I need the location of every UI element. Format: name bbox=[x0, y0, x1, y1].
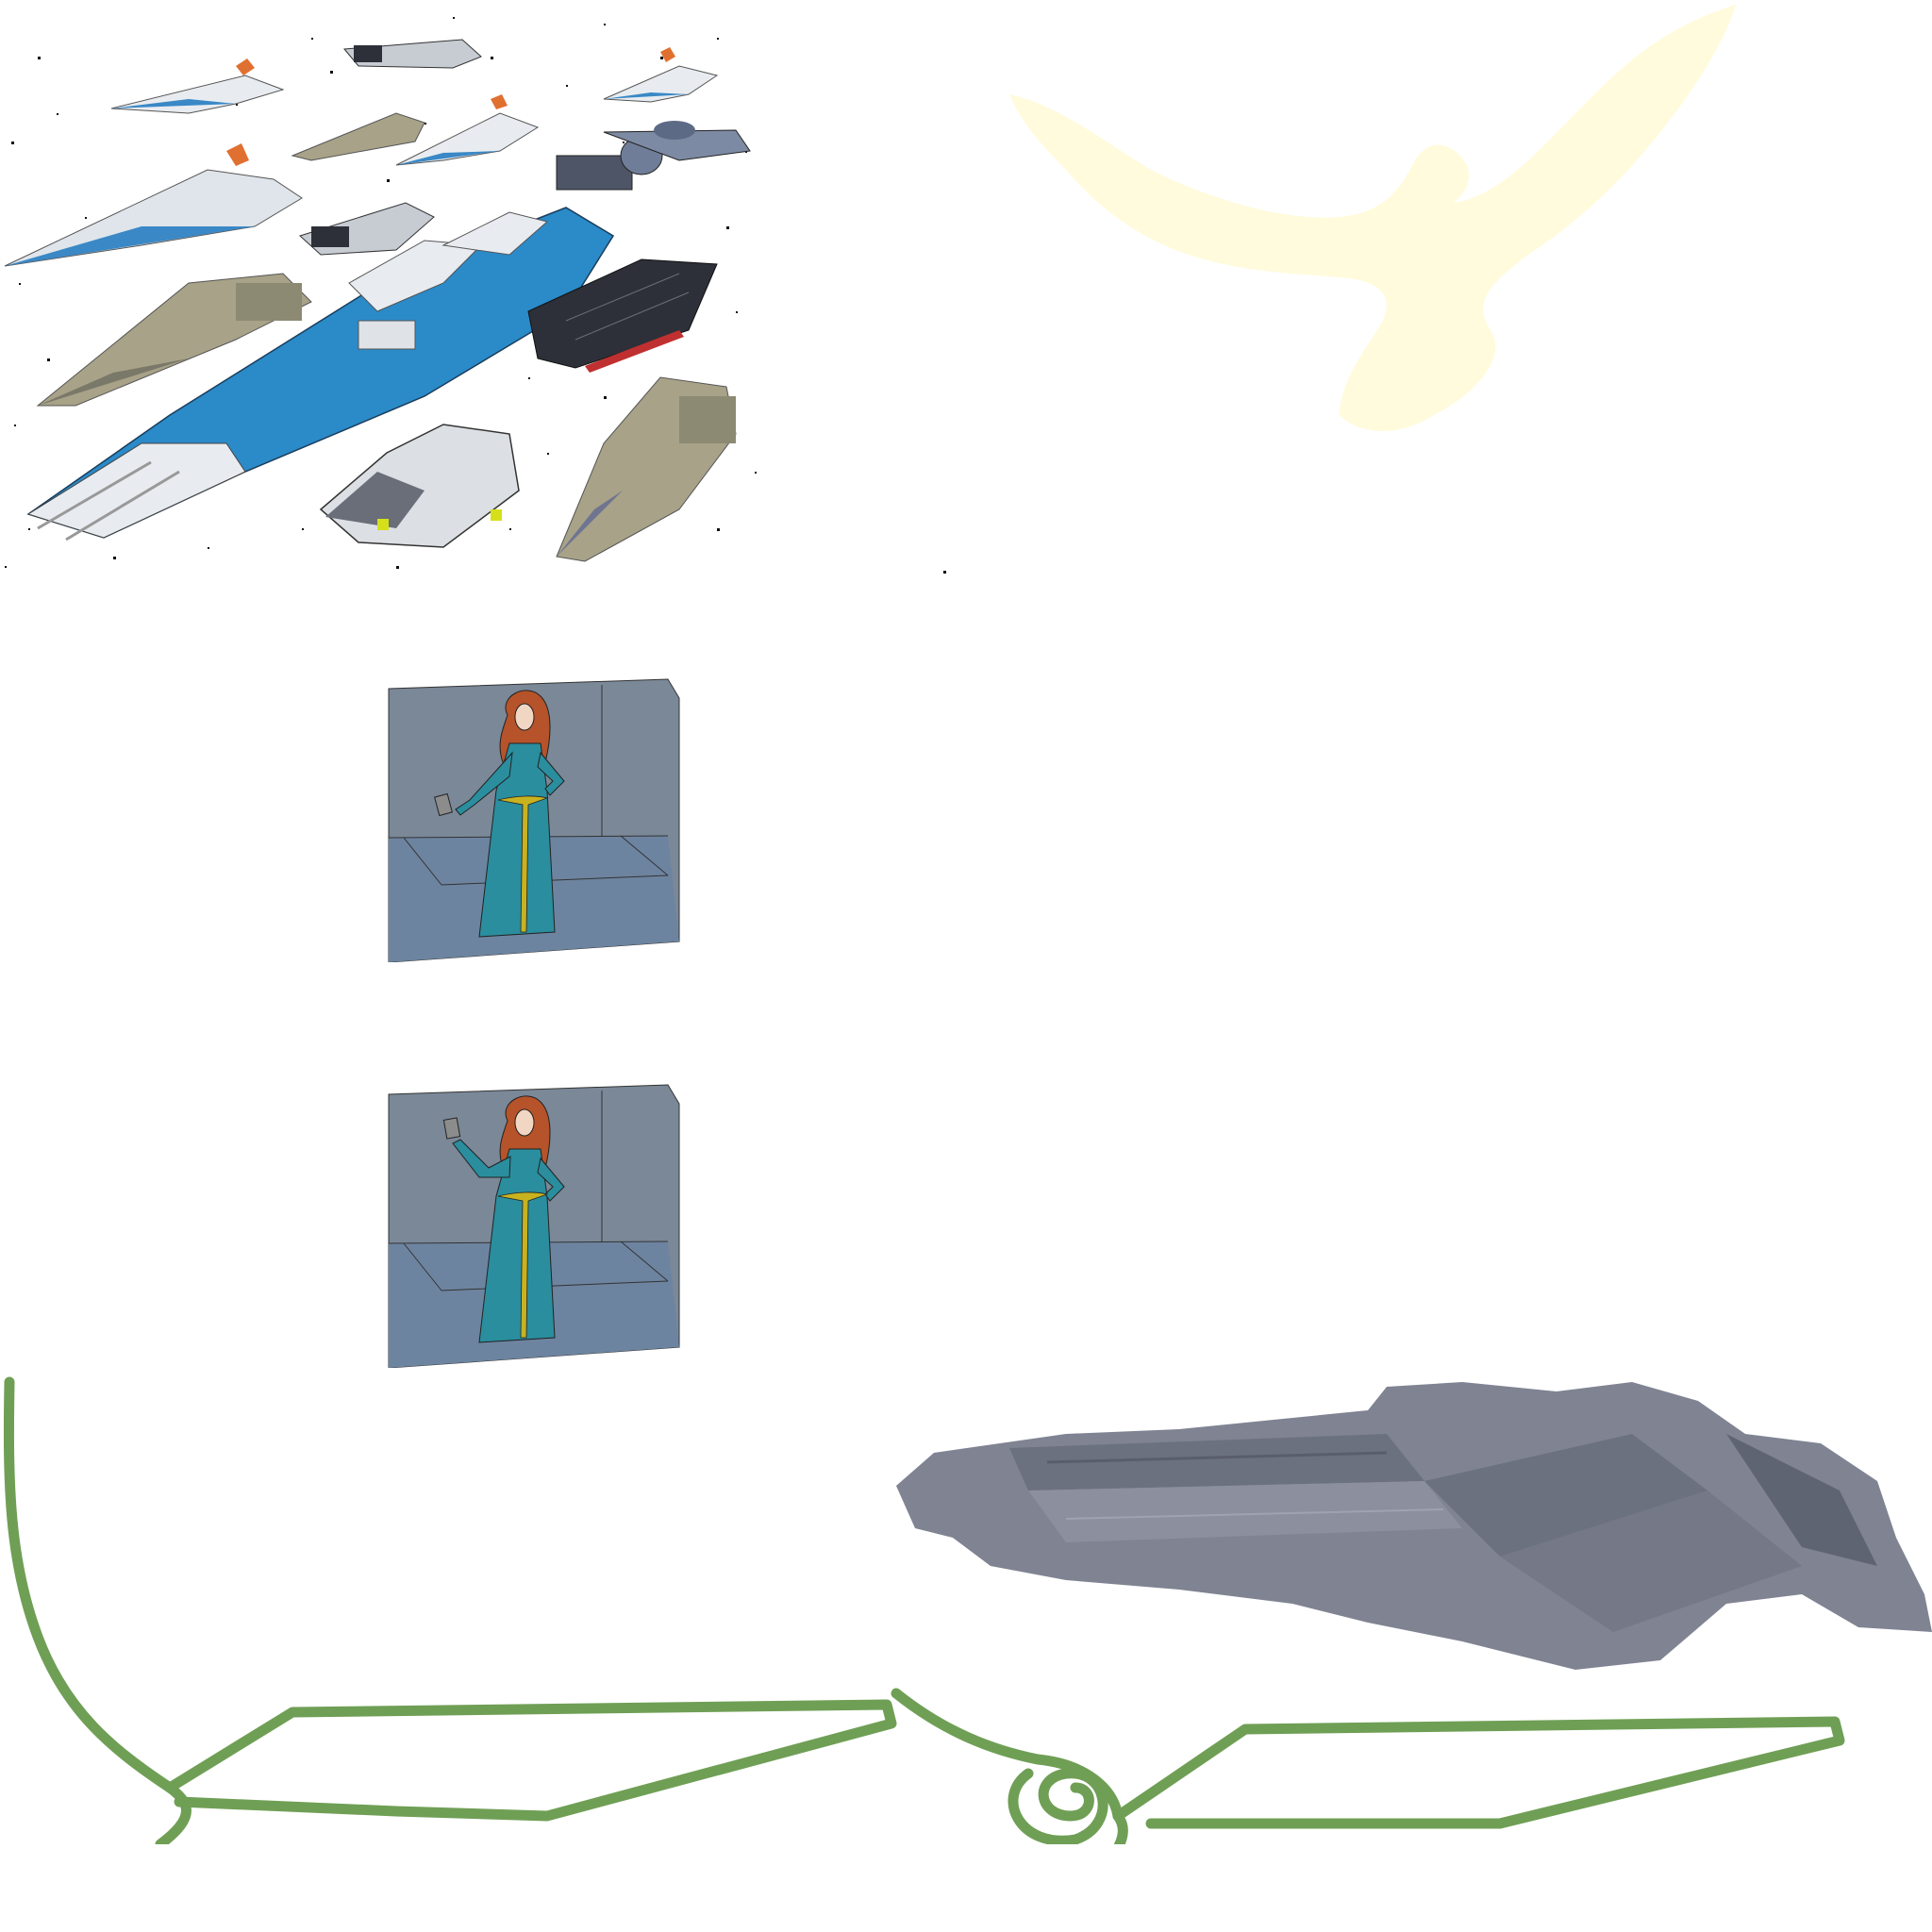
fighter-large bbox=[4, 143, 303, 267]
fighter-1 bbox=[110, 58, 285, 114]
battleship-blue bbox=[26, 207, 615, 541]
portrait-woman-2 bbox=[385, 1083, 683, 1368]
green-vine-outline-icon bbox=[3, 1376, 1845, 1844]
eagle-silhouette-icon bbox=[1009, 5, 1736, 431]
tan-cruiser-1 bbox=[291, 112, 425, 161]
fighter-3 bbox=[395, 94, 540, 166]
shuttle-2 bbox=[299, 202, 435, 256]
woman-portrait-icon bbox=[388, 1084, 680, 1368]
station bbox=[556, 121, 751, 191]
shuttle-1 bbox=[342, 39, 482, 69]
spaceship-fleet-icon bbox=[4, 17, 946, 574]
freighter-white bbox=[319, 424, 520, 548]
eagle-silhouette bbox=[1000, 0, 1755, 443]
tan-cruiser-3 bbox=[556, 376, 737, 562]
portrait-woman-1 bbox=[385, 677, 683, 962]
tan-cruiser-2 bbox=[36, 273, 312, 407]
carrier-deck bbox=[527, 258, 718, 373]
spaceship-fleet-sprites bbox=[0, 0, 953, 575]
fighter-2 bbox=[603, 47, 719, 103]
woman-portrait-icon bbox=[388, 678, 680, 962]
capital-ship-icon bbox=[896, 1382, 1932, 1670]
capital-ship bbox=[896, 1377, 1932, 1698]
green-vine-outline bbox=[0, 1373, 1858, 1844]
